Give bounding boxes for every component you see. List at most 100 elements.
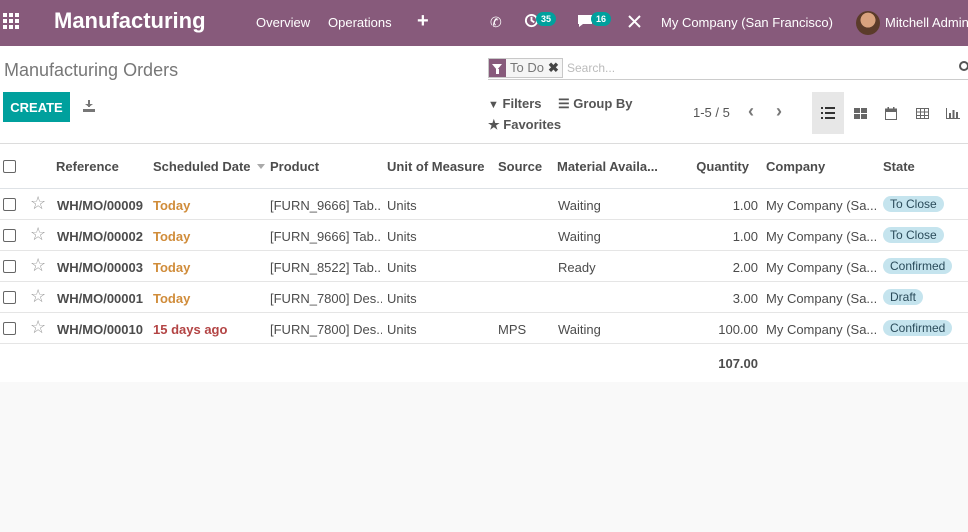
- kanban-view-icon[interactable]: [844, 92, 876, 134]
- row-checkbox[interactable]: [3, 198, 16, 211]
- cell-unit-of-measure: Units: [387, 322, 417, 337]
- cell-quantity: 2.00: [732, 260, 758, 275]
- column-state[interactable]: State: [883, 159, 915, 174]
- user-menu[interactable]: Mitchell Admin: [885, 15, 968, 30]
- priority-star-icon[interactable]: ☆: [30, 224, 47, 244]
- search-bar: To Do ✖: [488, 56, 968, 80]
- cell-unit-of-measure: Units: [387, 198, 417, 213]
- facet-value: To Do: [510, 60, 544, 75]
- chevron-left-icon[interactable]: ‹: [748, 101, 754, 121]
- column-material-availability[interactable]: Material Availa...: [557, 159, 658, 174]
- total-quantity: 107.00: [718, 356, 758, 371]
- menu-overview[interactable]: Overview: [256, 15, 311, 30]
- priority-star-icon[interactable]: ☆: [30, 317, 47, 337]
- filter-icon: [489, 59, 506, 77]
- row-checkbox[interactable]: [3, 291, 16, 304]
- state-badge: Draft: [883, 289, 924, 305]
- cell-scheduled-date: 15 days ago: [153, 322, 228, 337]
- favorites-menu[interactable]: ★ Favorites: [488, 117, 561, 133]
- cell-reference: WH/MO/00002: [57, 229, 143, 244]
- column-company[interactable]: Company: [766, 159, 826, 174]
- filters-label: Filters: [502, 96, 542, 111]
- cell-company: My Company (Sa...: [766, 322, 876, 337]
- column-quantity[interactable]: Quantity: [696, 159, 749, 174]
- chat-bubble-icon[interactable]: [577, 14, 593, 31]
- groupby-label: Group By: [573, 96, 633, 111]
- column-source[interactable]: Source: [498, 159, 543, 174]
- table-row[interactable]: ☆ WH/MO/00001 Today [FURN_7800] Des... Units…: [0, 282, 968, 313]
- list-view-icon[interactable]: [812, 92, 844, 134]
- column-reference[interactable]: Reference: [56, 159, 119, 174]
- row-checkbox[interactable]: [3, 229, 16, 242]
- top-navbar: Manufacturing Overview Operations + ✆ 35…: [0, 0, 968, 46]
- row-checkbox[interactable]: [3, 322, 16, 335]
- priority-star-icon[interactable]: ☆: [30, 286, 47, 306]
- company-switcher[interactable]: My Company (San Francisco): [661, 15, 833, 30]
- cell-material-availability: Waiting: [558, 229, 601, 244]
- cell-quantity: 1.00: [732, 229, 758, 244]
- search-facet[interactable]: To Do ✖: [488, 58, 563, 78]
- cell-material-availability: Ready: [558, 260, 596, 275]
- cell-reference: WH/MO/00001: [57, 291, 143, 306]
- state-badge: Confirmed: [883, 258, 953, 274]
- cell-product: [FURN_7800] Des...: [270, 291, 382, 306]
- search-input[interactable]: [567, 58, 947, 78]
- row-checkbox[interactable]: [3, 260, 16, 273]
- cell-material-availability: Waiting: [558, 322, 601, 337]
- favorites-label: Favorites: [503, 117, 562, 132]
- cell-company: My Company (Sa...: [766, 229, 876, 244]
- groupby-menu[interactable]: ☰ Group By: [558, 96, 633, 112]
- table-row[interactable]: ☆ WH/MO/00003 Today [FURN_8522] Tab... Units…: [0, 251, 968, 282]
- table-row[interactable]: ☆ WH/MO/00009 Today [FURN_9666] Tab... Units…: [0, 189, 968, 220]
- table-header: Reference Scheduled Date Product Unit of…: [0, 144, 968, 189]
- cell-product: [FURN_9666] Tab...: [270, 229, 382, 244]
- select-all-checkbox[interactable]: [3, 160, 16, 173]
- create-button[interactable]: CREATE: [3, 92, 70, 122]
- calendar-view-icon[interactable]: [875, 92, 907, 134]
- download-icon[interactable]: [83, 100, 95, 113]
- app-brand[interactable]: Manufacturing: [54, 8, 206, 33]
- priority-star-icon[interactable]: ☆: [30, 193, 47, 213]
- column-product[interactable]: Product: [270, 159, 320, 174]
- cell-quantity: 3.00: [732, 291, 758, 306]
- graph-view-icon[interactable]: [938, 92, 968, 134]
- cell-reference: WH/MO/00010: [57, 322, 143, 337]
- chevron-right-icon[interactable]: ›: [776, 101, 782, 121]
- sort-caret-icon: [256, 164, 265, 169]
- state-badge: Confirmed: [883, 320, 953, 336]
- user-avatar[interactable]: [856, 11, 880, 35]
- breadcrumb: Manufacturing Orders: [4, 60, 179, 80]
- list-bars-icon: ☰: [558, 96, 570, 111]
- activity-count-badge: 35: [536, 12, 557, 26]
- column-scheduled-date[interactable]: Scheduled Date: [153, 159, 265, 174]
- apps-menu-icon[interactable]: [3, 13, 21, 31]
- remove-facet-icon[interactable]: ✖: [547, 60, 559, 75]
- menu-operations[interactable]: Operations: [328, 15, 392, 30]
- priority-star-icon[interactable]: ☆: [30, 255, 47, 275]
- cell-source: MPS: [498, 322, 527, 337]
- pager-value[interactable]: 1-5 / 5: [693, 105, 730, 120]
- column-unit-of-measure[interactable]: Unit of Measure: [387, 159, 485, 174]
- control-panel: Manufacturing Orders To Do ✖ CREATE ▼ Fi…: [0, 46, 968, 144]
- star-icon: ★: [488, 117, 500, 132]
- state-badge: To Close: [883, 196, 944, 212]
- table-row[interactable]: ☆ WH/MO/00002 Today [FURN_9666] Tab... Units…: [0, 220, 968, 251]
- cell-product: [FURN_8522] Tab...: [270, 260, 382, 275]
- manufacturing-orders-table: Reference Scheduled Date Product Unit of…: [0, 144, 968, 382]
- message-count-badge: 16: [591, 12, 612, 26]
- cell-scheduled-date: Today: [153, 229, 191, 244]
- pivot-view-icon[interactable]: [906, 92, 938, 134]
- cell-scheduled-date: Today: [153, 198, 191, 213]
- plus-icon[interactable]: +: [417, 10, 429, 32]
- cell-unit-of-measure: Units: [387, 291, 417, 306]
- table-row[interactable]: ☆ WH/MO/00010 15 days ago [FURN_7800] Des..…: [0, 313, 968, 344]
- cell-quantity: 1.00: [732, 198, 758, 213]
- search-icon[interactable]: [959, 61, 968, 71]
- cell-unit-of-measure: Units: [387, 229, 417, 244]
- filters-menu[interactable]: ▼ Filters: [488, 96, 542, 111]
- debug-tools-icon[interactable]: [628, 15, 641, 31]
- phone-icon[interactable]: ✆: [490, 14, 502, 30]
- cell-scheduled-date: Today: [153, 291, 191, 306]
- cell-product: [FURN_7800] Des...: [270, 322, 382, 337]
- cell-product: [FURN_9666] Tab...: [270, 198, 382, 213]
